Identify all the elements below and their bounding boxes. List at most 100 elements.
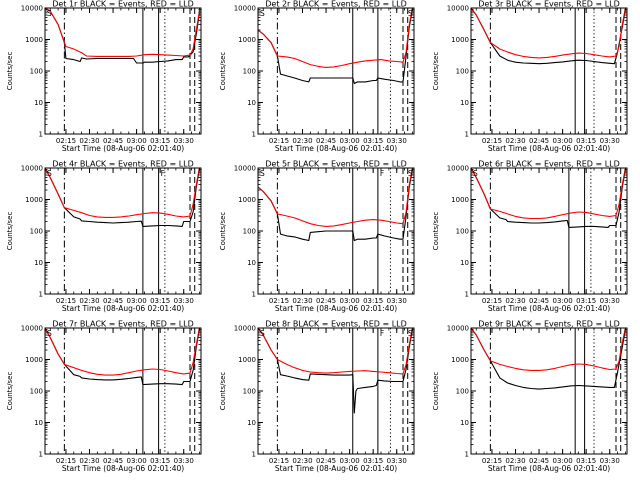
plot-area xyxy=(471,8,626,134)
x-axis-label: Start Time (08-Aug-06 02:01:40) xyxy=(488,464,610,473)
y-tick-label: 10 xyxy=(34,259,43,267)
y-tick-label: 10000 xyxy=(234,325,256,333)
y-tick-label: 10000 xyxy=(21,5,43,13)
subplot-det-2: Det 2r BLACK = Events, RED = LLD 1 10 100 10… xyxy=(219,0,415,153)
y-tick-label: 10 xyxy=(247,259,256,267)
y-tick-label: 100 xyxy=(456,388,469,396)
series-lld-line xyxy=(471,168,626,220)
x-tick-label: 03:15 xyxy=(576,457,596,465)
chart-title: Det 6r BLACK = Events, RED = LLD xyxy=(478,160,620,169)
series-lld-line xyxy=(45,168,200,218)
axes-frame xyxy=(470,167,628,295)
x-axis-label: Start Time (08-Aug-06 02:01:40) xyxy=(275,464,397,473)
chart-title: Det 5r BLACK = Events, RED = LLD xyxy=(265,160,407,169)
y-tick-label: 1 xyxy=(39,291,43,299)
y-tick-label: 10 xyxy=(247,99,256,107)
axes-frame xyxy=(470,7,628,135)
series-lld-line xyxy=(471,8,626,59)
x-axis-label: Start Time (08-Aug-06 02:01:40) xyxy=(62,464,184,473)
subplot-det-1: Det 1r BLACK = Events, RED = LLD 1 10 100 10… xyxy=(6,0,202,153)
series-lld-line xyxy=(45,8,200,57)
y-tick-label: 1 xyxy=(252,291,256,299)
chart-title: Det 9r BLACK = Events, RED = LLD xyxy=(478,320,620,329)
x-tick-label: 03:00 xyxy=(340,457,360,465)
x-tick-label: 03:00 xyxy=(553,297,573,305)
corner-label: F xyxy=(380,169,384,178)
y-axis-label: Counts/sec xyxy=(6,372,14,411)
y-tick-label: 10000 xyxy=(447,5,469,13)
corner-label: S xyxy=(260,169,265,178)
y-axis-label: Counts/sec xyxy=(432,52,440,91)
x-tick-label: 02:45 xyxy=(103,297,123,305)
x-tick-label: 02:30 xyxy=(292,297,312,305)
y-tick-label: 100 xyxy=(456,228,469,236)
y-tick-label: 1 xyxy=(39,131,43,139)
x-tick-label: 03:00 xyxy=(340,137,360,145)
chart-title: Det 7r BLACK = Events, RED = LLD xyxy=(52,320,194,329)
y-axis-label: Counts/sec xyxy=(6,212,14,251)
x-tick-label: 03:30 xyxy=(174,457,194,465)
x-tick-label: 02:15 xyxy=(269,457,289,465)
chart-title: Det 4r BLACK = Events, RED = LLD xyxy=(52,160,194,169)
corner-label: S xyxy=(47,329,52,338)
x-tick-label: 03:30 xyxy=(174,137,194,145)
series-events-line xyxy=(258,9,413,85)
x-tick-label: 02:15 xyxy=(56,457,76,465)
y-tick-label: 10 xyxy=(460,99,469,107)
y-tick-label: 100 xyxy=(30,228,43,236)
chart-title: Det 2r BLACK = Events, RED = LLD xyxy=(265,0,407,9)
series-events-line xyxy=(471,8,626,65)
plot-area xyxy=(258,8,413,134)
y-tick-label: 1 xyxy=(252,131,256,139)
x-tick-label: 02:30 xyxy=(292,137,312,145)
series-events-line xyxy=(471,328,626,390)
x-tick-label: 02:45 xyxy=(529,297,549,305)
y-tick-label: 1 xyxy=(465,291,469,299)
x-tick-label: 02:30 xyxy=(505,137,525,145)
x-tick-label: 03:15 xyxy=(576,137,596,145)
y-tick-label: 10 xyxy=(247,419,256,427)
y-tick-label: 10 xyxy=(34,99,43,107)
x-tick-label: 03:30 xyxy=(387,457,407,465)
x-tick-label: 03:00 xyxy=(340,297,360,305)
x-tick-label: 02:30 xyxy=(505,457,525,465)
x-axis-label: Start Time (08-Aug-06 02:01:40) xyxy=(488,144,610,153)
plot-area xyxy=(471,328,626,454)
x-tick-label: 03:30 xyxy=(174,297,194,305)
y-tick-label: 100 xyxy=(456,68,469,76)
y-tick-label: 10000 xyxy=(234,165,256,173)
y-tick-label: 10 xyxy=(460,419,469,427)
x-tick-label: 02:15 xyxy=(482,137,502,145)
y-tick-label: 1000 xyxy=(238,356,256,364)
series-events-line xyxy=(258,169,413,242)
corner-label: S xyxy=(260,329,265,338)
x-tick-label: 03:15 xyxy=(363,457,383,465)
y-tick-label: 1000 xyxy=(451,196,469,204)
x-tick-label: 03:30 xyxy=(600,457,620,465)
corner-label: S xyxy=(408,9,413,18)
y-tick-label: 1000 xyxy=(451,356,469,364)
y-tick-label: 1000 xyxy=(238,196,256,204)
x-tick-label: 02:15 xyxy=(482,297,502,305)
y-tick-label: 100 xyxy=(30,388,43,396)
y-tick-label: 1000 xyxy=(238,36,256,44)
series-lld-line xyxy=(471,328,626,371)
x-tick-label: 02:15 xyxy=(269,137,289,145)
y-tick-label: 1000 xyxy=(451,36,469,44)
x-axis-label: Start Time (08-Aug-06 02:01:40) xyxy=(62,304,184,313)
chart-title: Det 1r BLACK = Events, RED = LLD xyxy=(52,0,194,9)
subplot-det-4: Det 4r BLACK = Events, RED = LLD 1 10 100 10… xyxy=(6,160,202,313)
y-tick-label: 10 xyxy=(460,259,469,267)
y-axis-label: Counts/sec xyxy=(432,212,440,251)
y-tick-label: 10000 xyxy=(234,5,256,13)
y-axis-label: Counts/sec xyxy=(432,372,440,411)
plot-area xyxy=(45,168,200,294)
subplot-det-7: Det 7r BLACK = Events, RED = LLD 1 10 100 10… xyxy=(6,320,202,473)
subplot-det-5: Det 5r BLACK = Events, RED = LLD 1 10 100 10… xyxy=(219,160,415,313)
x-tick-label: 02:45 xyxy=(103,137,123,145)
corner-label: F xyxy=(380,329,384,338)
series-events-line xyxy=(45,168,200,227)
x-axis-label: Start Time (08-Aug-06 02:01:40) xyxy=(275,304,397,313)
x-tick-label: 03:15 xyxy=(150,457,170,465)
y-tick-label: 100 xyxy=(243,388,256,396)
